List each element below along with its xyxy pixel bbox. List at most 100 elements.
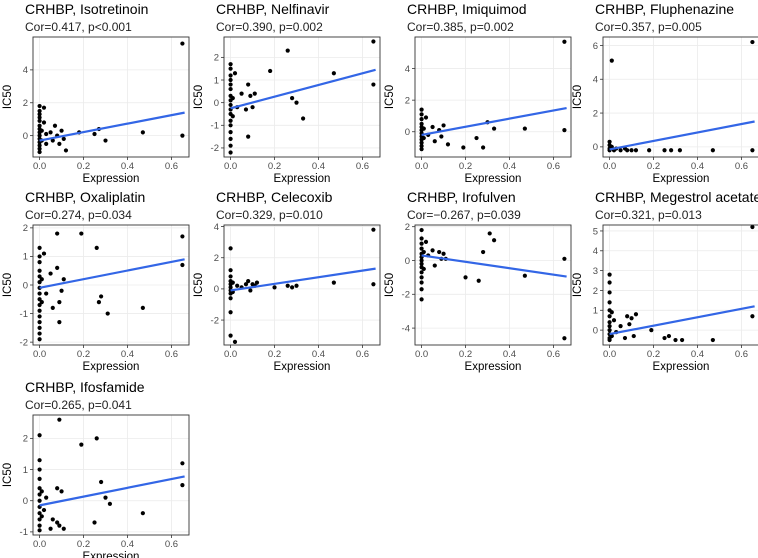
data-point	[419, 275, 424, 280]
data-point	[419, 246, 424, 251]
data-point	[63, 148, 69, 153]
data-point	[252, 91, 257, 96]
scatter-panel: CRHBP, Fluphenazine Cor=0.357, p=0.005 0.0…	[572, 1, 758, 185]
data-point	[37, 291, 42, 296]
data-point	[607, 280, 612, 285]
data-point	[246, 134, 251, 139]
panel-subtitle: Cor=0.329, p=0.010	[216, 208, 323, 222]
data-point	[39, 514, 44, 519]
data-point	[331, 280, 336, 285]
panel-title: CRHBP, Nelfinavir	[216, 1, 330, 17]
data-point	[37, 118, 42, 123]
x-tick-label: 0.4	[503, 161, 516, 172]
panel-subtitle: Cor=0.357, p=0.005	[595, 20, 702, 34]
data-point	[37, 115, 42, 120]
y-tick-label: 2	[593, 108, 598, 119]
x-tick-label: 0.0	[33, 349, 46, 360]
data-point	[481, 249, 486, 255]
data-point	[107, 501, 113, 506]
data-point	[59, 128, 64, 133]
y-tick-label: -4	[402, 323, 410, 334]
x-tick-label: 0.4	[691, 349, 704, 360]
data-point	[37, 523, 42, 528]
data-point	[647, 148, 652, 153]
y-axis-label: IC50	[384, 273, 396, 297]
scatter-panel: CRHBP, Isotretinoin Cor=0.417, p<0.001 0.0…	[2, 1, 190, 185]
data-point	[44, 131, 49, 137]
data-point	[92, 520, 97, 525]
data-point	[419, 140, 424, 145]
data-point	[39, 277, 44, 282]
data-point	[55, 486, 60, 491]
data-point	[441, 251, 446, 256]
data-point	[474, 135, 479, 141]
data-point	[103, 495, 108, 500]
panel-title: CRHBP, Megestrol acetate	[595, 189, 758, 205]
data-point	[441, 123, 446, 128]
data-point	[37, 492, 42, 497]
y-axis-label: IC50	[384, 85, 396, 109]
data-point	[421, 135, 426, 141]
data-point	[37, 260, 42, 265]
plot-background	[224, 225, 380, 345]
x-tick-label: 0.2	[647, 349, 660, 360]
y-tick-label: 0	[405, 127, 410, 138]
data-point	[250, 105, 255, 110]
data-point	[37, 297, 42, 302]
data-point	[607, 328, 612, 333]
x-tick-label: 0.2	[77, 539, 90, 550]
data-point	[622, 335, 628, 341]
data-point	[673, 337, 678, 343]
y-tick-label: 2	[23, 223, 28, 234]
data-point	[487, 231, 492, 236]
y-tick-label: 4	[214, 222, 219, 233]
data-point	[228, 86, 233, 92]
data-point	[419, 227, 424, 233]
data-point	[627, 322, 632, 327]
data-point	[44, 141, 49, 146]
panel-border	[32, 224, 190, 346]
scatter-panel: CRHBP, Imiquimod Cor=0.385, p=0.002 0.0 0.2…	[384, 1, 572, 185]
data-point	[55, 231, 60, 236]
data-point	[371, 39, 376, 44]
panel-border	[223, 224, 381, 346]
data-point	[52, 123, 58, 128]
data-point	[228, 73, 233, 78]
y-tick-label: 0	[214, 98, 219, 109]
data-point	[607, 139, 612, 144]
data-point	[228, 136, 233, 141]
plot-background	[415, 225, 571, 345]
data-point	[631, 333, 636, 339]
panel-title: CRHBP, Celecoxib	[216, 189, 333, 205]
x-tick-label: 0.4	[503, 349, 516, 360]
data-point	[419, 147, 424, 152]
x-tick-label: 0.0	[224, 349, 237, 360]
y-tick-label: 3	[593, 266, 598, 277]
data-point	[419, 287, 424, 292]
x-axis-label: Expression	[465, 361, 522, 373]
panel-border	[32, 36, 190, 158]
data-point	[633, 312, 639, 317]
data-point	[710, 337, 715, 343]
data-point	[609, 58, 614, 63]
plot-background	[224, 37, 380, 157]
data-point	[48, 130, 53, 135]
x-axis-label: Expression	[83, 551, 140, 558]
regression-line	[230, 68, 376, 110]
data-point	[300, 116, 306, 121]
x-tick-label: 0.6	[165, 349, 178, 360]
data-point	[607, 320, 612, 325]
x-axis-label: Expression	[83, 361, 140, 373]
data-point	[48, 526, 53, 531]
data-point	[37, 498, 42, 503]
data-point	[662, 335, 667, 341]
data-point	[421, 126, 426, 131]
data-point	[37, 133, 42, 138]
data-point	[96, 300, 102, 305]
data-point	[629, 148, 634, 153]
data-point	[750, 224, 755, 230]
data-point	[607, 324, 612, 329]
panel-title: CRHBP, Irofulven	[407, 189, 516, 205]
data-point	[491, 238, 497, 243]
